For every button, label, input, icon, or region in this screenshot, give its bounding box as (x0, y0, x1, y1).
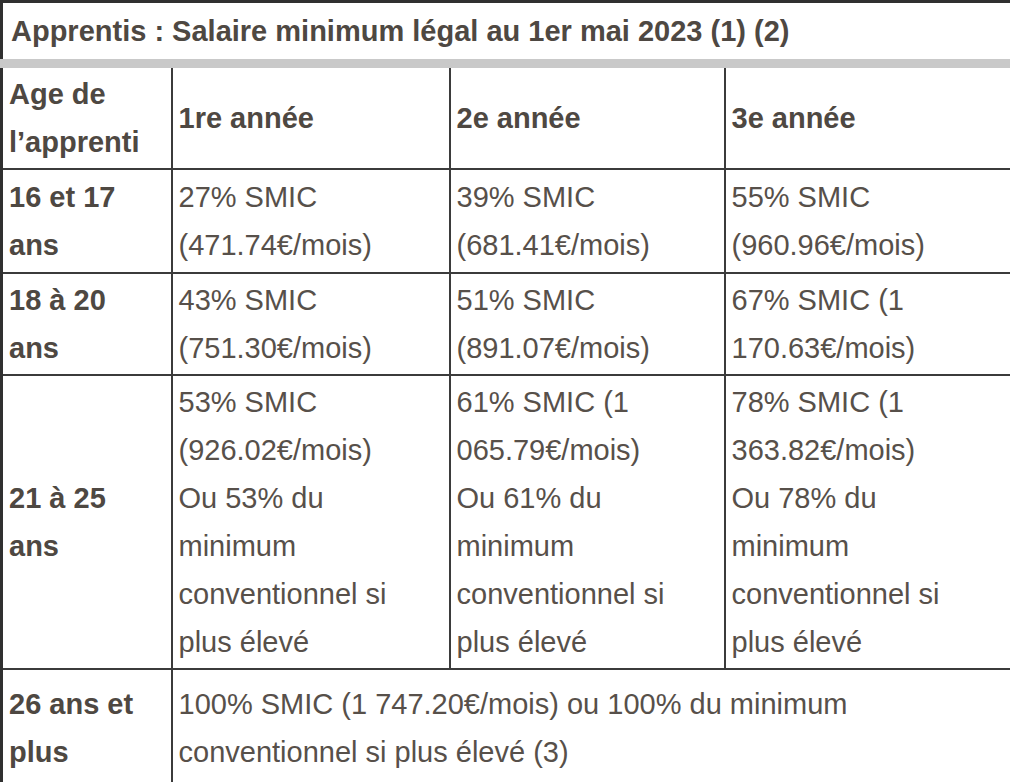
header-year3: 3e année (725, 64, 1010, 170)
table-title: Apprentis : Salaire minimum légal au 1er… (2, 2, 1010, 64)
table-row: 16 et 17 ans 27% SMIC (471.74€/mois) 39%… (2, 169, 1010, 273)
salary-21-25-year2: 61% SMIC (1 065.79€/mois) Ou 61% du mini… (450, 375, 725, 669)
salary-18-20-year1: 43% SMIC (751.30€/mois) (172, 273, 450, 375)
salary-21-25-year1: 53% SMIC (926.02€/mois) Ou 53% du minimu… (172, 375, 450, 669)
salary-21-25-year3: 78% SMIC (1 363.82€/mois) Ou 78% du mini… (725, 375, 1010, 669)
apprentice-salary-page: Apprentis : Salaire minimum légal au 1er… (0, 0, 1010, 782)
salary-16-17-year1: 27% SMIC (471.74€/mois) (172, 169, 450, 273)
age-16-17: 16 et 17 ans (2, 169, 172, 273)
header-age: Age de l’apprenti (2, 64, 172, 170)
age-21-25: 21 à 25 ans (2, 375, 172, 669)
header-year1: 1re année (172, 64, 450, 170)
apprentice-salary-table: Apprentis : Salaire minimum légal au 1er… (0, 0, 1010, 782)
table-title-row: Apprentis : Salaire minimum légal au 1er… (2, 2, 1010, 64)
age-26-plus: 26 ans et plus (2, 669, 172, 782)
salary-16-17-year3: 55% SMIC (960.96€/mois) (725, 169, 1010, 273)
table-row: 18 à 20 ans 43% SMIC (751.30€/mois) 51% … (2, 273, 1010, 375)
salary-26-plus: 100% SMIC (1 747.20€/mois) ou 100% du mi… (172, 669, 1010, 782)
header-year2: 2e année (450, 64, 725, 170)
table-row: 21 à 25 ans 53% SMIC (926.02€/mois) Ou 5… (2, 375, 1010, 669)
salary-18-20-year2: 51% SMIC (891.07€/mois) (450, 273, 725, 375)
table-header-row: Age de l’apprenti 1re année 2e année 3e … (2, 64, 1010, 170)
table-row: 26 ans et plus 100% SMIC (1 747.20€/mois… (2, 669, 1010, 782)
salary-16-17-year2: 39% SMIC (681.41€/mois) (450, 169, 725, 273)
salary-18-20-year3: 67% SMIC (1 170.63€/mois) (725, 273, 1010, 375)
age-18-20: 18 à 20 ans (2, 273, 172, 375)
